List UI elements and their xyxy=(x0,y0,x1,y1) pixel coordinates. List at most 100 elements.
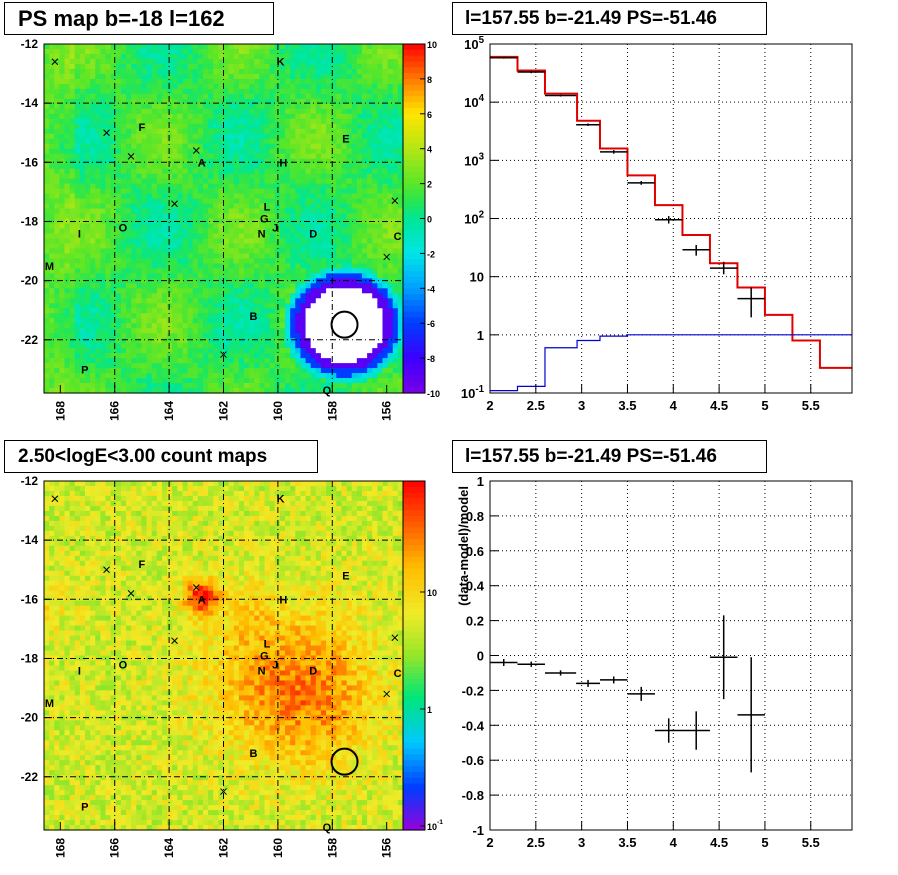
map-pixel xyxy=(90,363,96,369)
map-pixel xyxy=(79,293,86,299)
map-pixel xyxy=(356,78,363,85)
map-pixel xyxy=(126,143,132,150)
map-pixel xyxy=(351,78,358,85)
map-pixel xyxy=(100,283,107,289)
map-pixel xyxy=(167,263,173,269)
map-pixel xyxy=(346,68,353,75)
map-pixel xyxy=(295,333,302,339)
map-pixel xyxy=(264,288,271,294)
map-pixel xyxy=(120,308,127,314)
map-pixel xyxy=(110,233,117,240)
map-pixel xyxy=(44,368,50,374)
map-pixel xyxy=(228,283,235,289)
map-pixel xyxy=(244,378,250,384)
map-pixel xyxy=(244,138,250,145)
map-pixel xyxy=(131,268,137,274)
map-pixel xyxy=(100,98,107,105)
map-pixel xyxy=(249,68,255,75)
map-pixel xyxy=(361,153,368,160)
map-pixel xyxy=(120,193,127,200)
map-pixel xyxy=(264,353,271,359)
map-pixel xyxy=(254,98,260,105)
map-pixel xyxy=(59,228,66,235)
map-pixel xyxy=(397,363,404,369)
map-pixel xyxy=(213,198,219,205)
map-pixel xyxy=(141,238,148,245)
map-pixel xyxy=(131,163,137,170)
map-pixel xyxy=(315,108,322,115)
map-pixel xyxy=(295,218,302,225)
map-pixel xyxy=(120,198,127,205)
map-pixel xyxy=(44,213,50,220)
map-pixel xyxy=(110,98,117,105)
map-pixel xyxy=(285,378,291,384)
map-pixel xyxy=(285,53,291,60)
map-pixel xyxy=(320,58,327,65)
map-pixel xyxy=(120,148,127,155)
map-pixel xyxy=(320,118,327,125)
map-pixel xyxy=(397,63,404,70)
map-pixel xyxy=(151,253,158,259)
map-pixel xyxy=(295,208,302,215)
map-pixel xyxy=(331,238,337,245)
map-pixel xyxy=(223,273,230,279)
map-pixel xyxy=(310,363,317,369)
map-pixel xyxy=(59,93,66,100)
map-pixel xyxy=(110,228,117,235)
map-pixel xyxy=(110,318,117,324)
map-pixel xyxy=(197,93,204,100)
map-pixel xyxy=(69,223,76,230)
map-pixel xyxy=(372,248,378,254)
map-pixel xyxy=(44,103,50,110)
map-pixel xyxy=(223,128,230,135)
map-pixel xyxy=(305,133,312,140)
map-pixel xyxy=(141,173,148,180)
map-pixel xyxy=(238,378,245,384)
map-pixel xyxy=(156,73,163,80)
map-pixel xyxy=(59,193,66,200)
map-pixel xyxy=(151,103,158,110)
map-pixel xyxy=(382,78,389,85)
map-pixel xyxy=(285,88,291,95)
map-pixel xyxy=(238,63,245,70)
map-pixel xyxy=(182,223,189,230)
map-pixel xyxy=(310,148,317,155)
map-pixel xyxy=(274,88,281,95)
map-pixel xyxy=(361,113,368,120)
map-pixel xyxy=(126,223,132,230)
map-pixel xyxy=(136,108,143,115)
map-pixel xyxy=(367,278,373,284)
map-pixel xyxy=(367,338,373,344)
map-pixel xyxy=(341,273,348,279)
map-pixel xyxy=(305,363,312,369)
map-pixel xyxy=(300,48,307,55)
map-pixel xyxy=(141,273,148,279)
map-pixel xyxy=(244,73,250,80)
source-label: E xyxy=(342,134,349,146)
map-pixel xyxy=(336,78,343,85)
map-pixel xyxy=(110,88,117,95)
map-pixel xyxy=(336,348,343,354)
map-pixel xyxy=(100,248,107,254)
map-pixel xyxy=(110,258,117,264)
map-pixel xyxy=(346,113,353,120)
map-pixel xyxy=(377,218,384,225)
map-pixel xyxy=(100,143,107,150)
map-pixel xyxy=(310,248,317,254)
map-pixel xyxy=(310,173,317,180)
map-pixel xyxy=(295,78,302,85)
map-pixel xyxy=(115,363,122,369)
map-pixel xyxy=(361,248,368,254)
map-pixel xyxy=(172,223,178,230)
map-pixel xyxy=(100,358,107,364)
map-pixel xyxy=(223,283,230,289)
map-pixel xyxy=(377,348,384,354)
map-pixel xyxy=(264,323,271,329)
map-pixel xyxy=(382,233,389,240)
map-pixel xyxy=(285,353,291,359)
map-pixel xyxy=(85,133,91,140)
map-pixel xyxy=(259,158,266,165)
map-pixel xyxy=(49,53,55,60)
map-pixel xyxy=(310,158,317,165)
map-pixel xyxy=(372,78,378,85)
